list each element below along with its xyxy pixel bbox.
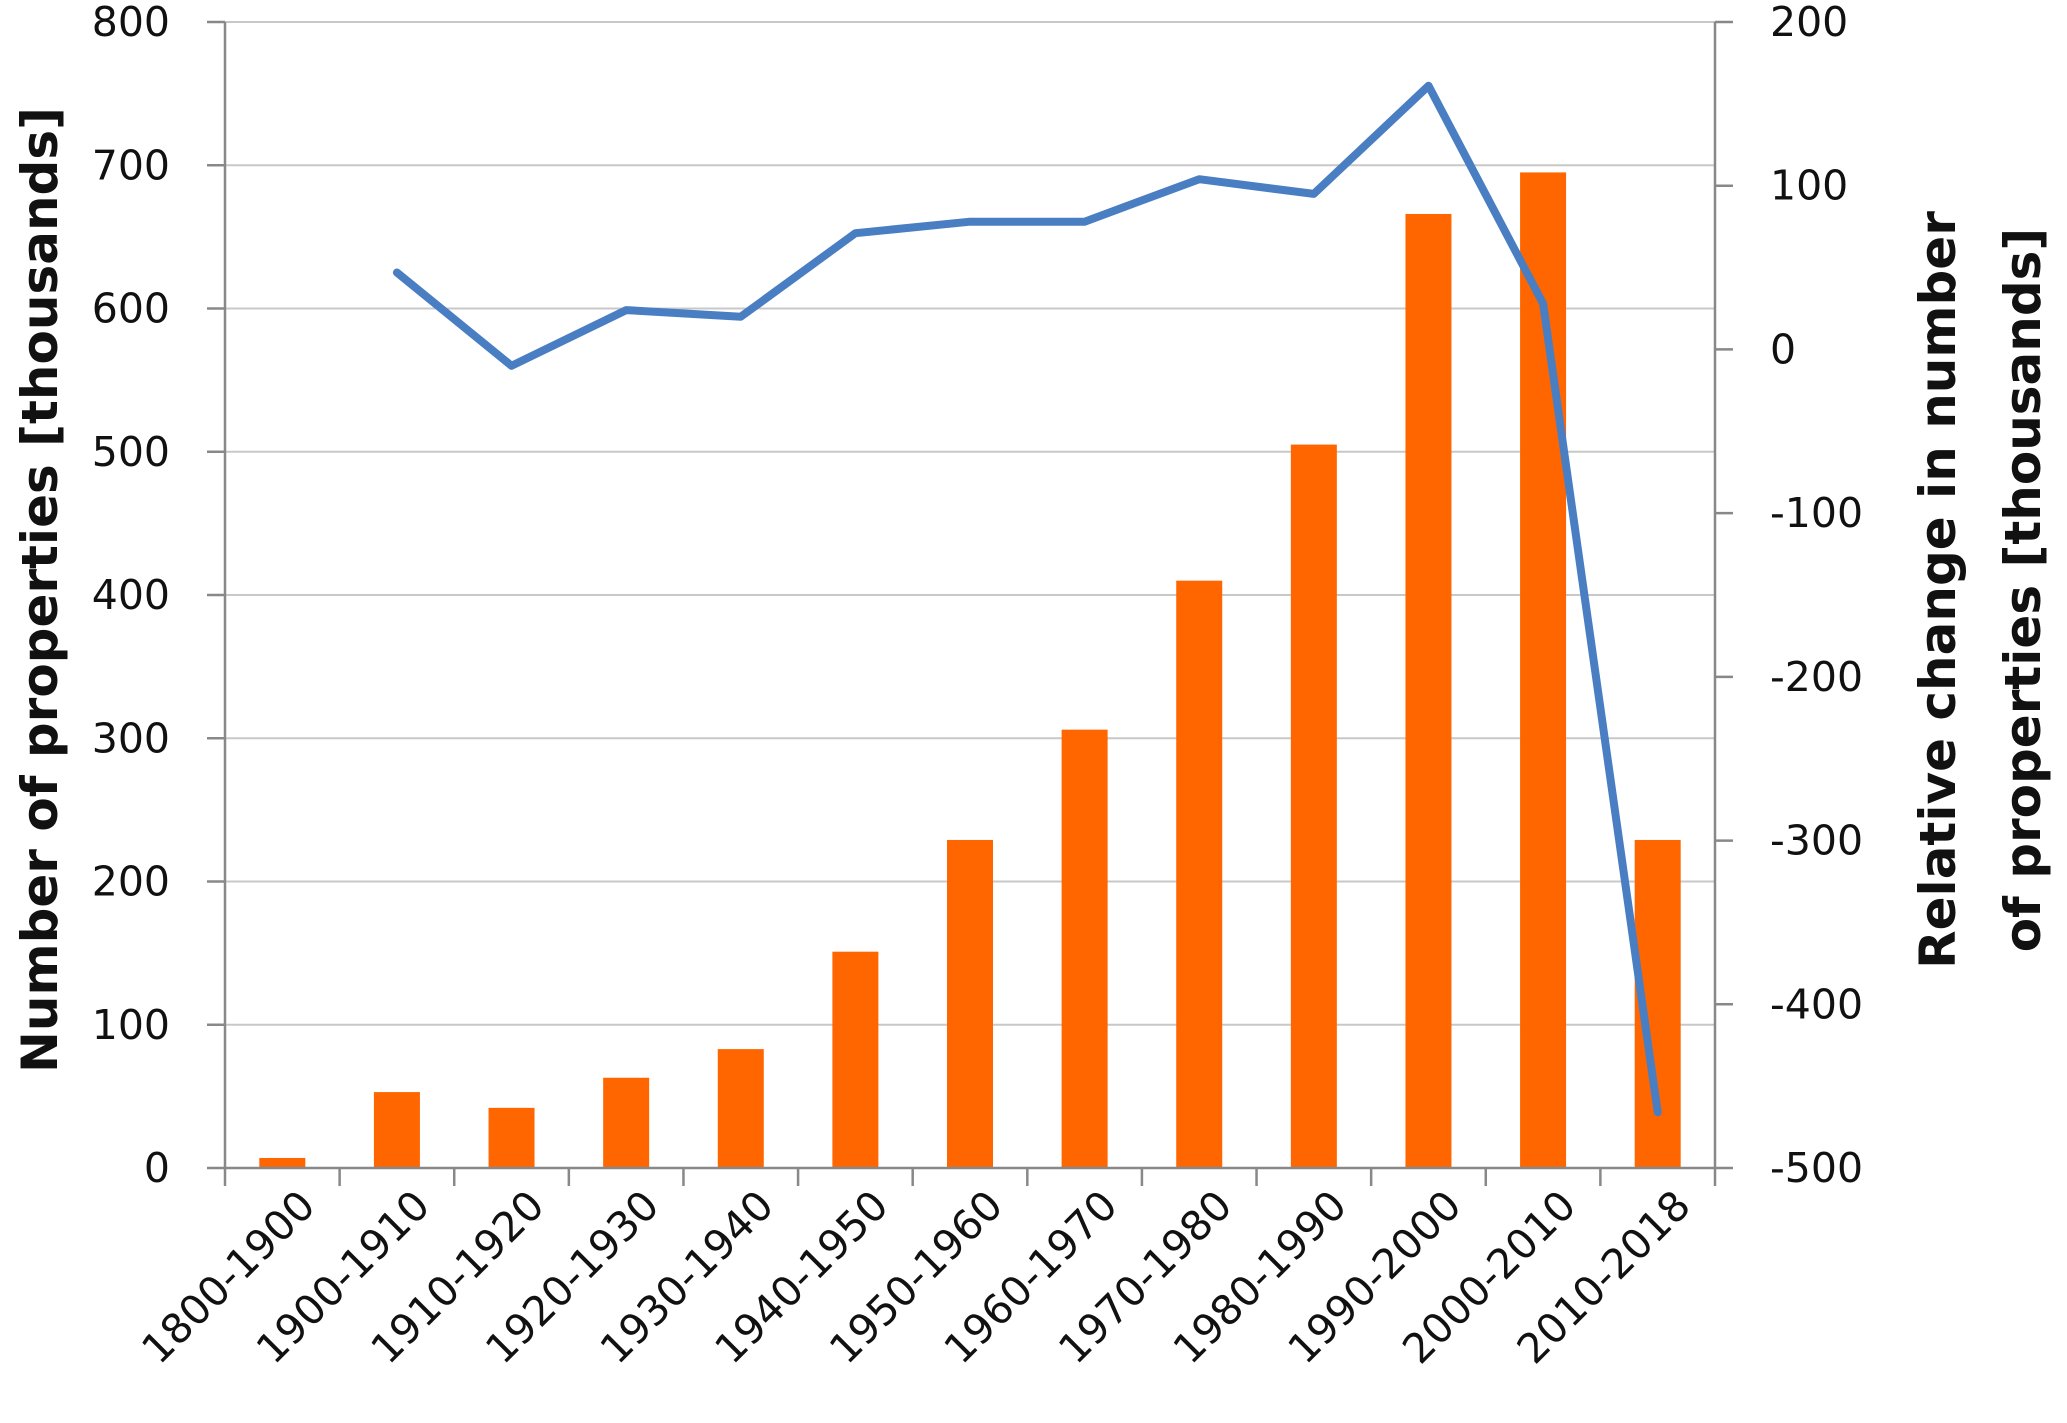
bar <box>1290 444 1337 1168</box>
right-axis-title-line-2: of properties [thousands] <box>1994 228 2052 953</box>
left-tick-label: 500 <box>92 428 170 476</box>
bar <box>832 951 879 1168</box>
gridlines <box>225 21 1715 1026</box>
bar <box>259 1157 306 1168</box>
left-tick-label: 700 <box>92 141 170 189</box>
left-axis-ticks: 0 100 200 300 400 500 600 700 800 <box>92 0 225 1192</box>
left-tick-label: 400 <box>92 571 170 619</box>
bar <box>488 1107 535 1168</box>
left-axis-title: Number of properties [thousands] <box>11 107 69 1073</box>
right-tick-label: -100 <box>1770 489 1863 537</box>
left-tick-label: 800 <box>92 0 170 46</box>
right-tick-label: -300 <box>1770 817 1863 865</box>
right-tick-label: 0 <box>1770 325 1796 373</box>
right-tick-label: -400 <box>1770 980 1863 1028</box>
bar <box>1061 729 1108 1168</box>
left-tick-label: 600 <box>92 285 170 333</box>
right-tick-label: -200 <box>1770 653 1863 701</box>
right-tick-label: -500 <box>1770 1144 1863 1192</box>
bar <box>1520 172 1567 1169</box>
left-tick-label: 200 <box>92 858 170 906</box>
right-axis-title-line-1: Relative change in number <box>1909 211 1967 969</box>
x-axis-ticks: 1800-19001900-19101910-19201920-19301930… <box>132 1168 1717 1373</box>
right-axis-ticks: -500 -400 -300 -200 -100 0 100 200 <box>1715 0 1863 1192</box>
bar <box>947 839 993 1168</box>
bar-series <box>259 172 1681 1169</box>
left-tick-label: 0 <box>144 1144 170 1192</box>
right-tick-label: 200 <box>1770 0 1848 46</box>
bar <box>1405 213 1452 1168</box>
line-series <box>392 81 1662 1117</box>
bar <box>1176 580 1223 1168</box>
bar <box>373 1092 420 1168</box>
left-tick-label: 100 <box>92 1001 170 1049</box>
left-tick-label: 300 <box>92 714 170 762</box>
right-tick-label: 100 <box>1770 162 1848 210</box>
bar <box>717 1049 764 1168</box>
bar <box>603 1077 650 1168</box>
line-path <box>392 81 1662 1117</box>
